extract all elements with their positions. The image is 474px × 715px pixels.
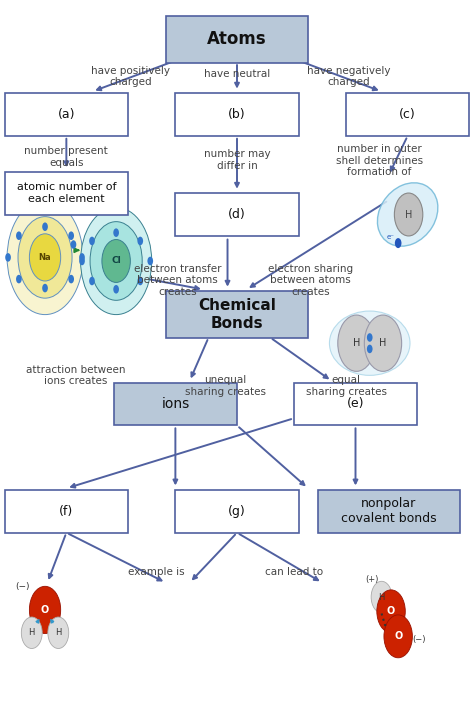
Text: (f): (f): [59, 505, 73, 518]
FancyBboxPatch shape: [166, 16, 308, 63]
Text: nonpolar
covalent bonds: nonpolar covalent bonds: [341, 497, 437, 526]
Text: equal
sharing creates: equal sharing creates: [306, 375, 386, 397]
Circle shape: [18, 217, 72, 298]
Text: number may
differ in: number may differ in: [204, 149, 270, 171]
Circle shape: [137, 277, 143, 285]
Circle shape: [81, 207, 152, 315]
FancyBboxPatch shape: [114, 383, 237, 425]
Circle shape: [79, 253, 85, 262]
Circle shape: [21, 617, 42, 649]
Text: H: H: [379, 338, 387, 348]
Text: electron transfer
between atoms
creates: electron transfer between atoms creates: [134, 264, 221, 297]
Text: unequal
sharing creates: unequal sharing creates: [185, 375, 265, 397]
FancyBboxPatch shape: [294, 383, 417, 425]
Circle shape: [48, 617, 69, 649]
Text: (−): (−): [15, 582, 29, 591]
FancyBboxPatch shape: [346, 93, 469, 136]
Circle shape: [16, 275, 22, 283]
FancyBboxPatch shape: [175, 490, 299, 533]
Circle shape: [42, 284, 48, 292]
Circle shape: [395, 238, 401, 248]
FancyBboxPatch shape: [5, 490, 128, 533]
Circle shape: [102, 240, 130, 282]
Circle shape: [5, 253, 11, 262]
Circle shape: [79, 257, 85, 265]
Text: electron sharing
between atoms
creates: electron sharing between atoms creates: [268, 264, 353, 297]
FancyBboxPatch shape: [5, 93, 128, 136]
Text: attraction between
ions creates: attraction between ions creates: [26, 365, 126, 386]
FancyBboxPatch shape: [166, 292, 308, 337]
Text: O: O: [394, 631, 402, 641]
Circle shape: [42, 222, 48, 231]
Circle shape: [68, 275, 74, 283]
Circle shape: [338, 315, 375, 371]
Text: (g): (g): [228, 505, 246, 518]
FancyBboxPatch shape: [5, 172, 128, 214]
Text: (−): (−): [413, 636, 426, 644]
Text: (b): (b): [228, 108, 246, 121]
Circle shape: [367, 333, 373, 342]
Circle shape: [394, 193, 423, 236]
Circle shape: [7, 200, 83, 315]
Circle shape: [147, 257, 153, 265]
Text: number in outer
shell determines
formation of: number in outer shell determines formati…: [336, 144, 423, 177]
Text: (d): (d): [228, 208, 246, 221]
Text: e⁻: e⁻: [387, 235, 395, 240]
Circle shape: [365, 315, 401, 371]
Text: (a): (a): [58, 108, 75, 121]
Circle shape: [371, 581, 392, 613]
Text: number present
equals: number present equals: [25, 147, 108, 168]
Text: ions: ions: [161, 397, 190, 411]
Text: (+): (+): [365, 575, 379, 583]
Text: Na: Na: [39, 253, 51, 262]
Circle shape: [384, 615, 412, 658]
Text: (e): (e): [347, 398, 364, 410]
FancyBboxPatch shape: [318, 490, 460, 533]
Circle shape: [16, 232, 22, 240]
Circle shape: [113, 228, 119, 237]
Circle shape: [29, 586, 61, 633]
Text: have positively
charged: have positively charged: [91, 66, 170, 87]
FancyBboxPatch shape: [175, 93, 299, 136]
Text: H: H: [28, 628, 35, 637]
Text: H: H: [353, 338, 360, 348]
Text: H: H: [55, 628, 62, 637]
Text: have neutral: have neutral: [204, 69, 270, 79]
Circle shape: [113, 285, 119, 294]
Circle shape: [377, 590, 405, 633]
Circle shape: [137, 237, 143, 245]
Text: Chemical
Bonds: Chemical Bonds: [198, 298, 276, 331]
Circle shape: [89, 237, 95, 245]
Circle shape: [367, 345, 373, 353]
Circle shape: [89, 277, 95, 285]
Text: example is: example is: [128, 567, 185, 577]
Circle shape: [68, 232, 74, 240]
Text: H: H: [405, 209, 412, 220]
Text: O: O: [387, 606, 395, 616]
Circle shape: [29, 234, 61, 281]
Text: atomic number of
each element: atomic number of each element: [17, 182, 116, 204]
Text: have negatively
charged: have negatively charged: [307, 66, 390, 87]
Text: (c): (c): [399, 108, 416, 121]
Text: O: O: [41, 605, 49, 615]
Text: Atoms: Atoms: [207, 30, 267, 49]
Ellipse shape: [377, 183, 438, 246]
Ellipse shape: [329, 311, 410, 375]
Circle shape: [90, 222, 142, 300]
Text: H: H: [378, 593, 385, 601]
Text: can lead to: can lead to: [265, 567, 323, 577]
Circle shape: [71, 240, 76, 249]
FancyBboxPatch shape: [175, 193, 299, 236]
Text: Cl: Cl: [111, 257, 121, 265]
